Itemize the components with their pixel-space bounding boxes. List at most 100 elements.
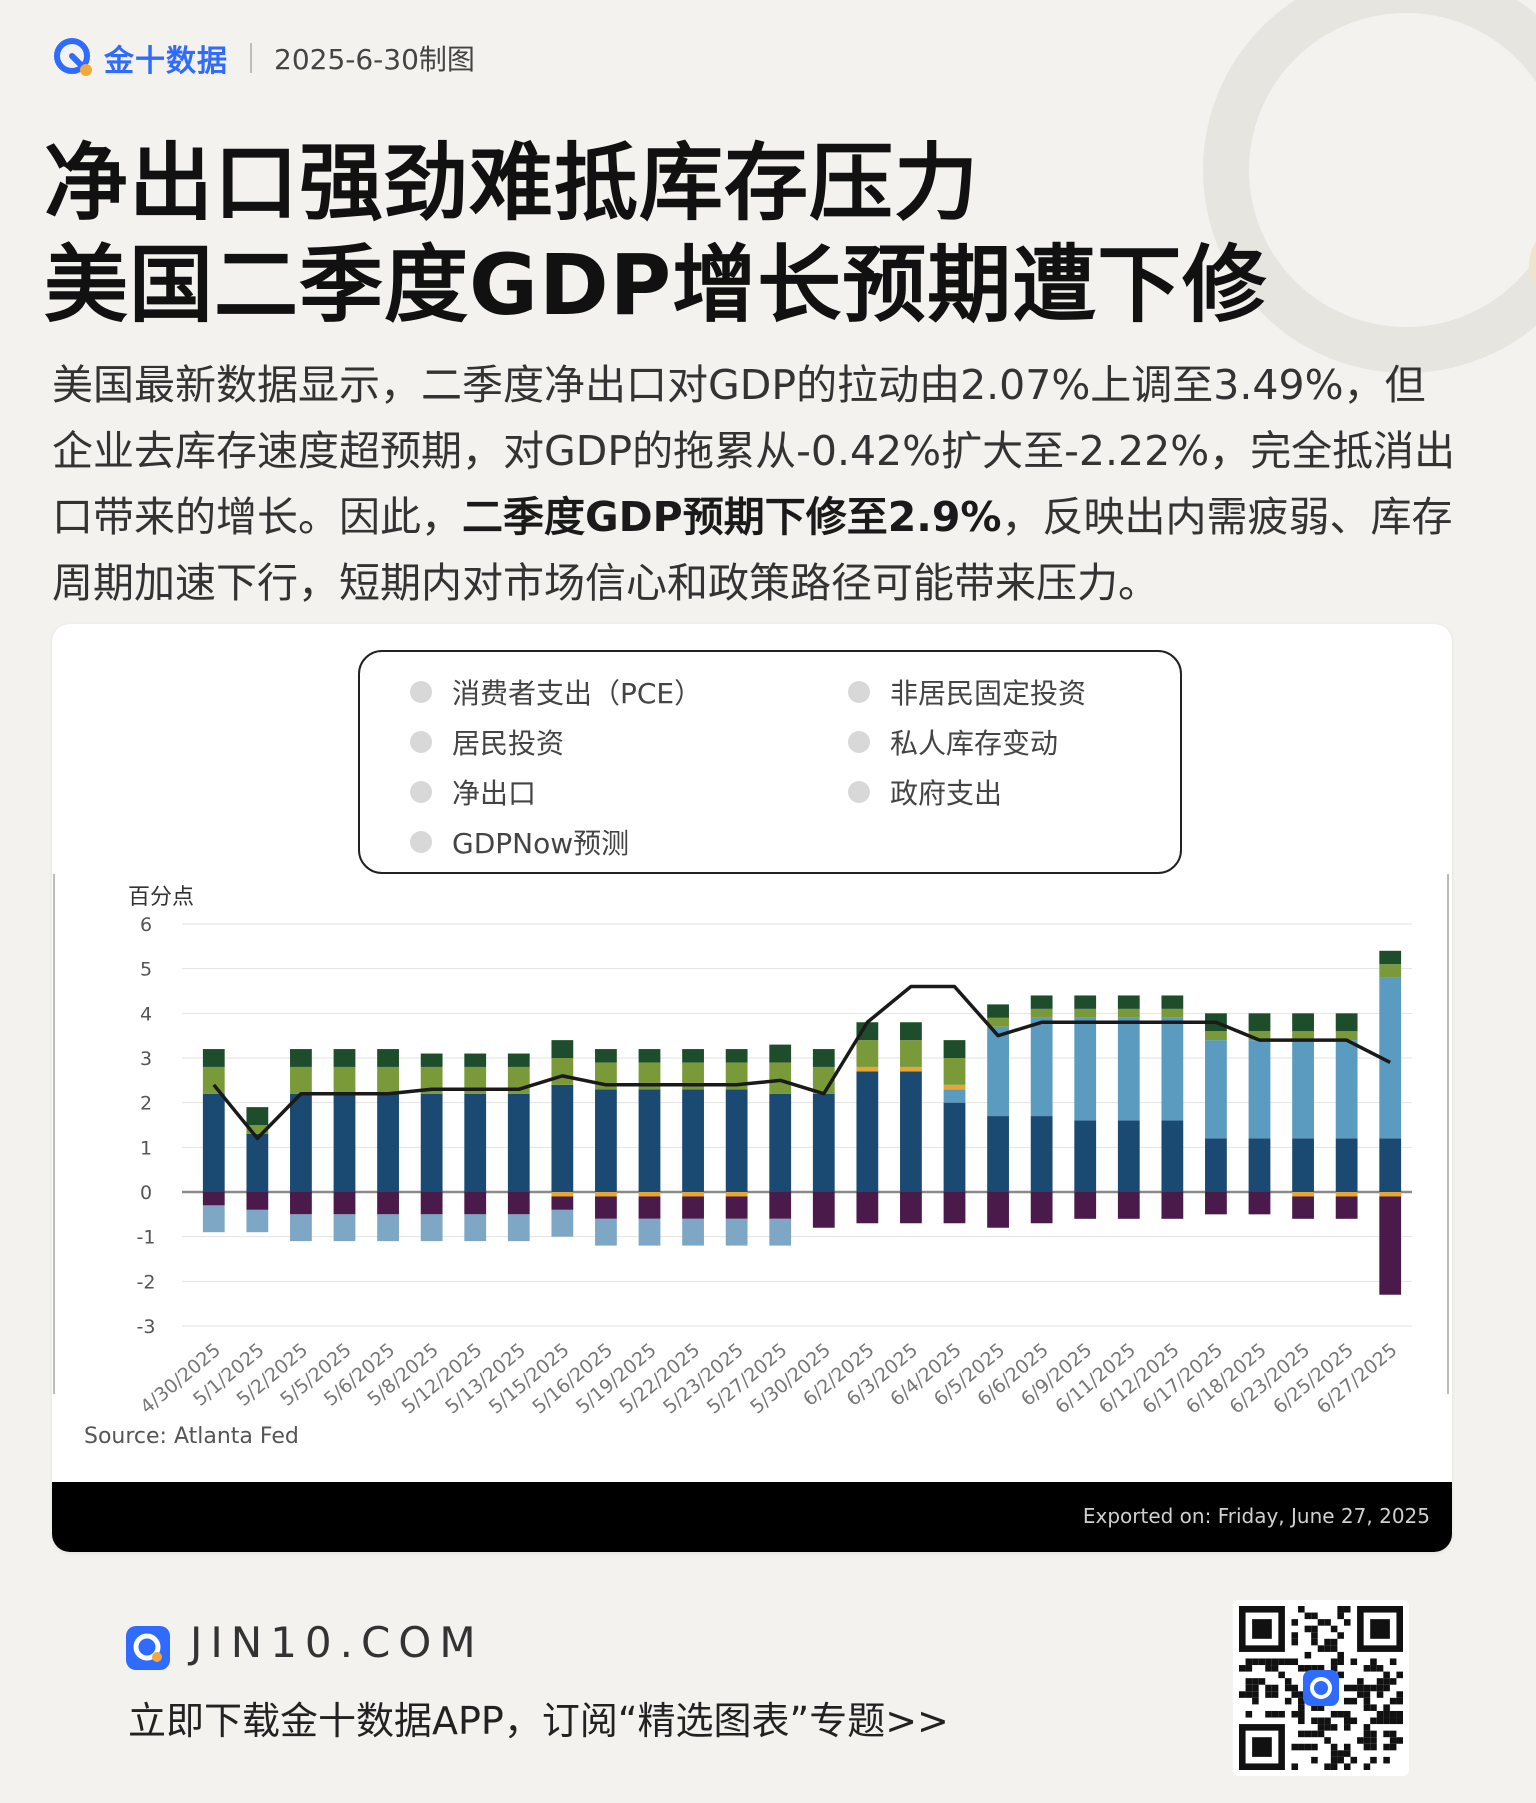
- y-tick-label: 1: [140, 1137, 152, 1159]
- summary-paragraph: 美国最新数据显示，二季度净出口对GDP的拉动由2.07%上调至3.49%，但企业…: [52, 352, 1462, 616]
- bar-segment: [1335, 1013, 1358, 1032]
- legend-dot-icon: [410, 681, 432, 703]
- legend-label: 居民投资: [452, 727, 565, 760]
- bar-segment: [1117, 1120, 1140, 1192]
- bar-segment: [812, 1049, 835, 1067]
- bar-segment: [638, 1192, 661, 1197]
- bar-segment: [1161, 1120, 1184, 1192]
- chart-date: 2025-6-30制图: [274, 43, 475, 76]
- bar-segment: [1117, 1017, 1140, 1121]
- bar-segment: [812, 1093, 835, 1192]
- legend-label: 净出口: [452, 777, 537, 810]
- legend-dot-icon: [848, 681, 870, 703]
- bar-segment: [1074, 1008, 1097, 1018]
- export-date: Exported on: Friday, June 27, 2025: [1082, 1504, 1430, 1528]
- bar-segment: [333, 1093, 356, 1192]
- bar-segment: [1292, 1013, 1314, 1032]
- bar-segment: [1117, 1192, 1140, 1219]
- bar-segment: [551, 1084, 574, 1192]
- bar-segment: [377, 1192, 399, 1215]
- bar-segment: [856, 1071, 879, 1192]
- bar-segment: [812, 1192, 835, 1228]
- bar-segment: [1030, 1192, 1053, 1224]
- legend-label: 消费者支出（PCE）: [452, 677, 703, 710]
- bar-segment: [638, 1089, 661, 1192]
- bar-segment: [769, 1044, 792, 1063]
- chart-legend: 消费者支出（PCE） 居民投资 净出口 GDPNow预测 非居民固定投资 私人库…: [358, 650, 1182, 874]
- bar-segment: [769, 1192, 792, 1219]
- bar-segment: [900, 1071, 922, 1192]
- bar-segment: [202, 1192, 225, 1206]
- bar-segment: [290, 1049, 312, 1067]
- bar-segment: [856, 1066, 879, 1072]
- bar-segment: [1292, 1196, 1314, 1219]
- bar-segment: [1379, 950, 1402, 965]
- bar-segment: [1117, 995, 1140, 1009]
- bar-segment: [987, 1116, 1009, 1192]
- footer-download-cta[interactable]: 立即下载金十数据APP，订阅“精选图表”专题>>: [128, 1699, 949, 1743]
- bar-segment: [507, 1192, 530, 1215]
- bar-segment: [1335, 1138, 1358, 1192]
- bar-segment: [290, 1214, 312, 1242]
- bar-segment: [1117, 1008, 1140, 1018]
- bar-segment: [987, 1192, 1009, 1228]
- y-tick-label: -2: [137, 1271, 156, 1293]
- bar-segment: [377, 1049, 399, 1067]
- legend-item-government: 政府支出: [848, 772, 1002, 812]
- bar-segment: [1248, 1040, 1271, 1139]
- bar-segment: [1292, 1031, 1314, 1041]
- y-tick-label: 2: [140, 1093, 152, 1115]
- bar-segment: [1335, 1031, 1358, 1041]
- gdpnow-line: [212, 984, 1392, 1141]
- footer-site[interactable]: JIN10.COM: [190, 1618, 484, 1667]
- summary-text-1: 美国最新数据显示，二季度净出口对GDP的拉动由2.07%上调至3.49%，但企业…: [52, 361, 1456, 541]
- bar-segment: [290, 1093, 312, 1192]
- bar-segment: [507, 1214, 530, 1242]
- bar-segment: [1205, 1031, 1227, 1041]
- bar-segment: [246, 1125, 269, 1134]
- bar-segment: [464, 1093, 487, 1192]
- bar-segment: [943, 1089, 966, 1103]
- bar-segment: [943, 1102, 966, 1192]
- legend-item-net-exports: 净出口: [410, 772, 536, 812]
- bar-segment: [987, 1004, 1009, 1018]
- bar-segment: [856, 1192, 879, 1224]
- bar-segment: [202, 1066, 225, 1094]
- bar-segment: [943, 1058, 966, 1085]
- legend-dot-icon: [410, 831, 432, 853]
- y-tick-label: 5: [140, 959, 152, 981]
- qr-center-logo-ring: [1310, 1677, 1332, 1699]
- bar-segment: [1205, 1138, 1227, 1192]
- bar-segment: [1074, 995, 1097, 1009]
- qr-finder-pattern: [1252, 1737, 1272, 1757]
- bar-segment: [333, 1192, 356, 1215]
- bar-segment: [551, 1040, 574, 1058]
- legend-label: 非居民固定投资: [890, 677, 1087, 710]
- bar-segment: [595, 1196, 617, 1219]
- brand-name: 金十数据: [104, 44, 228, 79]
- legend-dot-icon: [848, 731, 870, 753]
- bar-segment: [682, 1049, 704, 1063]
- bar-segment: [900, 1066, 922, 1072]
- bar-segment: [943, 1040, 966, 1058]
- bar-segment: [682, 1089, 704, 1192]
- summary-highlight: 二季度GDP预期下修至2.9%: [462, 493, 1002, 541]
- bar-segment: [1379, 1192, 1402, 1197]
- jin10-logo-icon: [54, 38, 92, 76]
- gdpnow-stacked-bar-chart: 百分点6543210-1-2-34/30/20255/1/20255/2/202…: [53, 874, 1449, 1414]
- bar-segment: [1335, 1040, 1358, 1139]
- bar-segment: [1030, 1017, 1053, 1117]
- bar-segment: [551, 1192, 574, 1197]
- legend-dot-icon: [410, 731, 432, 753]
- y-tick-label: -3: [137, 1316, 156, 1338]
- bar-segment: [725, 1049, 748, 1063]
- bar-segment: [987, 1026, 1009, 1117]
- bar-segment: [1379, 977, 1402, 1139]
- bar-segment: [1292, 1192, 1314, 1197]
- bar-segment: [987, 1017, 1009, 1027]
- bar-segment: [725, 1192, 748, 1197]
- qr-finder-pattern: [1370, 1619, 1390, 1639]
- bar-segment: [595, 1089, 617, 1192]
- qr-code[interactable]: [1233, 1600, 1409, 1776]
- bar-segment: [202, 1049, 225, 1067]
